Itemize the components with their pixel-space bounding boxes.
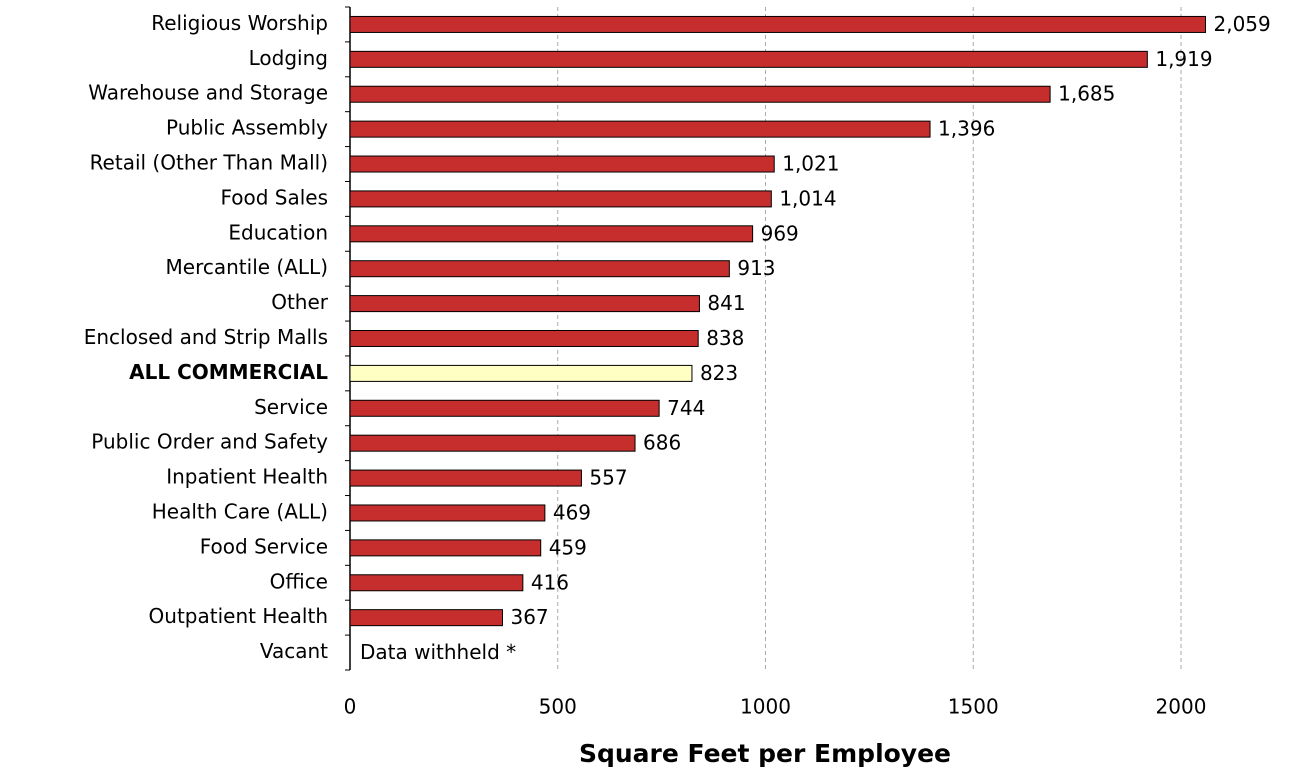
- y-tick-label: Enclosed and Strip Malls: [84, 325, 328, 349]
- y-tick-label: Health Care (ALL): [152, 499, 328, 523]
- x-tick-label: 1500: [948, 695, 999, 719]
- value-label: 913: [737, 256, 775, 280]
- value-label: 969: [761, 221, 799, 245]
- y-tick-label: ALL COMMERCIAL: [129, 360, 328, 384]
- x-tick-label: 1000: [740, 695, 791, 719]
- bar: [349, 155, 775, 173]
- x-axis-title: Square Feet per Employee: [579, 739, 951, 768]
- y-tick-label: Food Sales: [220, 185, 328, 209]
- bar: [349, 434, 636, 452]
- value-label: 838: [706, 326, 744, 350]
- value-label: 2,059: [1214, 12, 1271, 36]
- x-tick-label: 0: [344, 695, 357, 719]
- y-tick-label: Inpatient Health: [166, 465, 328, 489]
- y-tick-label: Retail (Other Than Mall): [90, 151, 328, 175]
- value-label: 744: [667, 396, 705, 420]
- value-label: 1,021: [782, 152, 839, 176]
- value-label: 686: [643, 431, 681, 455]
- value-label: 367: [510, 605, 548, 629]
- bar: [349, 190, 772, 208]
- bar: [349, 574, 524, 592]
- y-tick-label: Warehouse and Storage: [88, 81, 328, 105]
- y-tick-label: Education: [228, 220, 328, 244]
- value-label: 823: [700, 361, 738, 385]
- x-tick-label: 2000: [1156, 695, 1207, 719]
- y-tick-label: Mercantile (ALL): [166, 255, 328, 279]
- value-label: 1,396: [938, 117, 995, 141]
- value-label: 469: [553, 500, 591, 524]
- value-label: 416: [531, 570, 569, 594]
- value-label: 1,919: [1155, 47, 1212, 71]
- value-label: 557: [589, 466, 627, 490]
- y-tick-label: Other: [271, 290, 329, 314]
- bar: [349, 15, 1207, 33]
- bar: [349, 225, 754, 243]
- y-tick-label: Vacant: [260, 639, 328, 663]
- y-tick-label: Religious Worship: [151, 11, 328, 35]
- y-tick-label: Public Order and Safety: [91, 430, 328, 454]
- y-tick-label: Outpatient Health: [149, 604, 328, 628]
- bar: [349, 295, 700, 313]
- bar: [349, 504, 546, 522]
- bar: [349, 330, 699, 347]
- y-tick-label: Food Service: [200, 534, 328, 558]
- y-tick-label: Service: [254, 395, 328, 419]
- bar: [349, 50, 1148, 68]
- y-tick-label: Public Assembly: [166, 116, 328, 140]
- bar: [349, 539, 542, 557]
- value-label: 1,685: [1058, 82, 1115, 106]
- y-tick-label: Lodging: [249, 46, 328, 70]
- bar: [349, 85, 1051, 103]
- value-label: 459: [549, 535, 587, 559]
- value-label: 1,014: [779, 186, 836, 210]
- y-tick-label: Office: [270, 569, 328, 593]
- bar: [349, 120, 931, 138]
- bar: [349, 609, 503, 627]
- bar: [349, 364, 693, 382]
- bar: [349, 469, 582, 487]
- bar: [349, 399, 660, 417]
- annotation: Data withheld *: [360, 640, 516, 664]
- bar: [349, 260, 730, 278]
- x-tick-label: 500: [539, 695, 577, 719]
- value-label: 841: [707, 291, 745, 315]
